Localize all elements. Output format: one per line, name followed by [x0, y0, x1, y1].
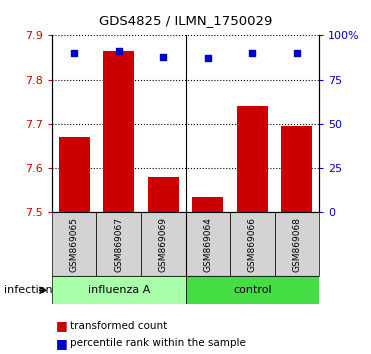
- Text: control: control: [233, 285, 272, 295]
- Point: [205, 56, 211, 61]
- Text: ■: ■: [56, 319, 68, 332]
- Text: GSM869064: GSM869064: [203, 217, 212, 272]
- Text: infection: infection: [4, 285, 52, 295]
- Point: [294, 50, 300, 56]
- Text: GSM869067: GSM869067: [114, 217, 123, 272]
- Bar: [59, 137, 90, 212]
- Bar: [237, 106, 268, 212]
- Bar: [281, 126, 312, 212]
- Text: GSM869065: GSM869065: [70, 217, 79, 272]
- Bar: [52, 212, 96, 276]
- Text: GDS4825 / ILMN_1750029: GDS4825 / ILMN_1750029: [99, 14, 272, 27]
- Bar: [141, 212, 186, 276]
- Bar: [52, 276, 186, 304]
- Text: GSM869066: GSM869066: [248, 217, 257, 272]
- Point: [160, 54, 166, 59]
- Text: GSM869069: GSM869069: [159, 217, 168, 272]
- Text: influenza A: influenza A: [88, 285, 150, 295]
- Bar: [186, 212, 230, 276]
- Point: [71, 50, 77, 56]
- Text: GSM869068: GSM869068: [292, 217, 301, 272]
- Bar: [103, 51, 134, 212]
- Bar: [96, 212, 141, 276]
- Bar: [230, 212, 275, 276]
- Bar: [275, 212, 319, 276]
- Bar: [192, 197, 223, 212]
- Text: transformed count: transformed count: [70, 321, 168, 331]
- Bar: [148, 177, 179, 212]
- Point: [116, 48, 122, 54]
- Text: percentile rank within the sample: percentile rank within the sample: [70, 338, 246, 348]
- Text: ■: ■: [56, 337, 68, 350]
- Bar: [186, 276, 319, 304]
- Point: [249, 50, 255, 56]
